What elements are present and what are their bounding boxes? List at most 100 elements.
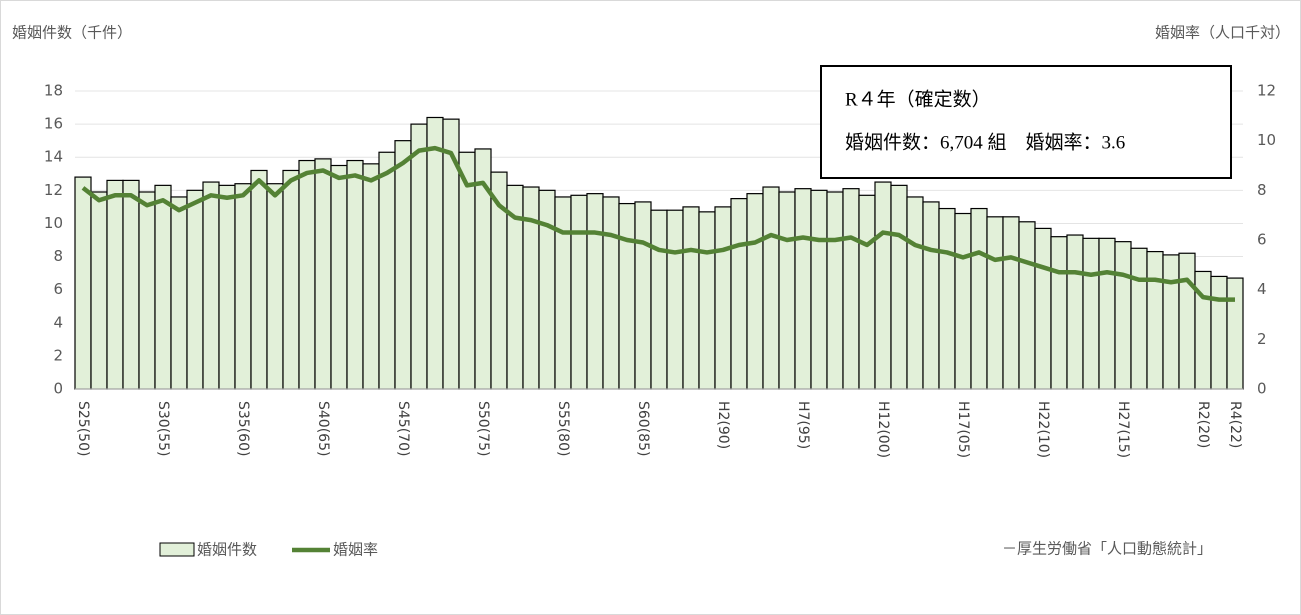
y2-tick-label: 8 — [1257, 181, 1267, 199]
bar — [954, 212, 972, 390]
bar — [138, 191, 156, 390]
bar — [410, 123, 428, 390]
x-tick-label: H22(10) — [1035, 401, 1051, 458]
line — [81, 145, 1235, 302]
x-tick-label: S45(70) — [395, 401, 411, 456]
bar — [218, 184, 236, 390]
bar — [1178, 252, 1196, 390]
annotation-box — [820, 65, 1232, 179]
bar — [1002, 216, 1020, 390]
bar — [1066, 234, 1084, 390]
bar — [618, 202, 636, 390]
bar — [202, 181, 220, 390]
bar — [314, 158, 332, 390]
x-tick-label: S55(80) — [555, 401, 571, 456]
bar — [682, 206, 700, 390]
bar — [778, 191, 796, 390]
bar — [1018, 221, 1036, 390]
bar — [282, 169, 300, 390]
bar — [154, 184, 172, 390]
x-tick-label: H17(05) — [955, 401, 971, 458]
y-tick-label: 12 — [44, 181, 63, 199]
bar — [714, 206, 732, 390]
bar — [1114, 241, 1132, 390]
y2-axis-title: 婚姻率（人口千対） — [1155, 24, 1290, 42]
x-tick-label: S50(75) — [475, 401, 491, 456]
y-tick-label: 16 — [44, 115, 63, 133]
x-tick-label: H27(15) — [1115, 401, 1131, 458]
bar — [90, 191, 108, 390]
bar — [746, 193, 764, 390]
bar — [586, 193, 604, 390]
bar — [938, 207, 956, 390]
bar — [890, 184, 908, 390]
y2-tick-label: 12 — [1257, 82, 1276, 100]
bar — [298, 159, 316, 390]
y2-tick-label: 2 — [1257, 330, 1267, 348]
bar — [554, 196, 572, 390]
y-tick-label: 8 — [53, 247, 63, 265]
y2-tick-label: 4 — [1257, 280, 1267, 298]
source: －厚生労働省「人口動態統計」 — [1002, 540, 1212, 558]
bar — [1034, 227, 1052, 390]
bar — [698, 211, 716, 390]
bar — [538, 189, 556, 390]
bar — [1082, 237, 1100, 390]
x-tick-label: S30(55) — [155, 401, 171, 456]
bar — [1098, 237, 1116, 390]
annotation-text: 婚姻件数：6,704 組 婚姻率：3.6 — [845, 131, 1125, 153]
bar — [730, 198, 748, 390]
bar — [250, 169, 268, 390]
legend-swatch — [159, 542, 195, 557]
bar — [186, 189, 204, 390]
bar — [1130, 247, 1148, 390]
bar — [426, 116, 444, 390]
y-tick-label: 0 — [53, 380, 63, 398]
x-tick-label: S25(50) — [75, 401, 91, 456]
bar — [922, 201, 940, 390]
bar — [666, 209, 684, 390]
bar — [794, 188, 812, 390]
y2-tick-label: 0 — [1257, 380, 1267, 398]
bar — [810, 189, 828, 390]
legend-label: 婚姻率 — [333, 541, 378, 559]
legend-label: 婚姻件数 — [197, 541, 257, 559]
bar — [602, 196, 620, 390]
y-tick-label: 10 — [44, 214, 63, 232]
bar — [266, 183, 284, 390]
bar — [1226, 277, 1244, 390]
bar — [394, 140, 412, 390]
bar — [826, 191, 844, 390]
bar — [378, 151, 396, 390]
y-tick-label: 2 — [53, 346, 63, 364]
bar — [1162, 254, 1180, 390]
bar — [346, 159, 364, 390]
bar — [650, 209, 668, 390]
x-tick-label: S35(60) — [235, 401, 251, 456]
bar — [234, 183, 252, 390]
y2-tick-label: 6 — [1257, 231, 1267, 249]
bar — [74, 176, 92, 390]
bar — [330, 164, 348, 390]
y2-tick-label: 10 — [1257, 131, 1276, 149]
y-tick-label: 4 — [53, 313, 63, 331]
bar — [762, 186, 780, 390]
bar — [634, 201, 652, 390]
bar — [906, 196, 924, 390]
y-tick-label: 6 — [53, 280, 63, 298]
bar — [122, 179, 140, 390]
bar — [986, 216, 1004, 390]
bar — [362, 163, 380, 390]
x-tick-label: H2(90) — [715, 401, 731, 449]
annotation-text: R４年（確定数） — [845, 88, 991, 110]
y-axis-title: 婚姻件数（千件） — [12, 24, 132, 42]
x-tick-label: S60(85) — [635, 401, 651, 456]
x-tick-label: H12(00) — [875, 401, 891, 458]
x-tick-label: R2(20) — [1195, 401, 1211, 448]
bar — [1146, 250, 1164, 390]
bar — [458, 151, 476, 390]
bar — [1210, 275, 1228, 390]
x-tick-label: R4(22) — [1227, 401, 1243, 448]
